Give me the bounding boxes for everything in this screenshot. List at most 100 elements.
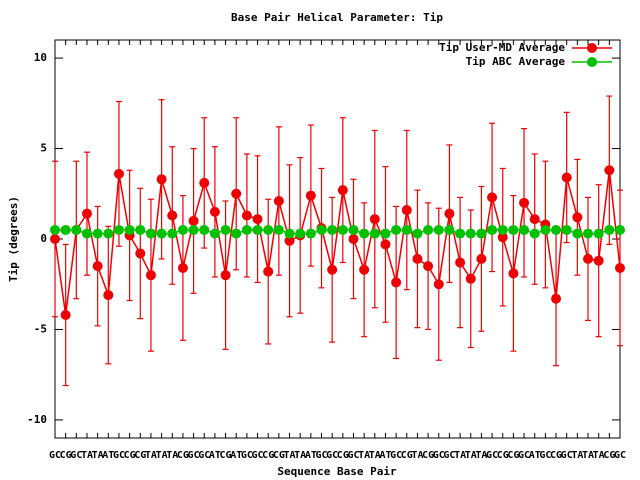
x-tick-label: TA: [582, 450, 594, 461]
data-point: [103, 228, 114, 239]
x-tick-label: CG: [262, 450, 274, 461]
x-tick-label: TA: [284, 450, 296, 461]
x-tick-label: GC: [518, 450, 530, 461]
legend-label: Tip ABC Average: [466, 55, 566, 68]
data-point: [156, 228, 167, 239]
data-point: [113, 224, 124, 235]
data-point: [540, 224, 551, 235]
data-point: [593, 228, 604, 239]
data-point: [593, 255, 604, 266]
x-tick-label: CG: [60, 450, 72, 461]
x-tick-label: CG: [220, 450, 232, 461]
x-tick-label: TA: [294, 450, 306, 461]
data-point: [337, 224, 348, 235]
data-point: [92, 228, 103, 239]
x-tick-label: GC: [70, 450, 82, 461]
data-point: [487, 224, 498, 235]
data-point: [572, 228, 583, 239]
data-point: [188, 224, 199, 235]
x-tick-label: AT: [305, 450, 317, 461]
data-point: [167, 210, 178, 221]
data-point: [604, 165, 615, 176]
data-point: [497, 232, 508, 243]
x-tick-label: AT: [102, 450, 114, 461]
x-tick-label: TA: [475, 450, 487, 461]
x-tick-label: GC: [241, 450, 253, 461]
data-point: [519, 224, 530, 235]
data-point: [369, 228, 380, 239]
data-point: [273, 196, 284, 207]
x-tick-label: TA: [166, 450, 178, 461]
x-tick-label: TA: [571, 450, 583, 461]
x-tick-label: TA: [593, 450, 605, 461]
data-point: [423, 224, 434, 235]
x-tick-label: GC: [315, 450, 327, 461]
x-tick-label: TA: [411, 450, 423, 461]
x-tick-label: TA: [358, 450, 370, 461]
data-point: [529, 214, 540, 225]
data-point: [444, 208, 455, 219]
data-point: [60, 224, 71, 235]
data-point: [231, 228, 242, 239]
data-point: [572, 212, 583, 223]
data-point: [252, 214, 263, 225]
x-tick-label: TA: [369, 450, 381, 461]
x-tick-label: TA: [92, 450, 104, 461]
data-point: [209, 206, 220, 217]
x-tick-label: AT: [379, 450, 391, 461]
data-point: [519, 197, 530, 208]
data-point: [284, 235, 295, 246]
x-tick-label: GC: [198, 450, 210, 461]
data-point: [444, 224, 455, 235]
data-point: [305, 228, 316, 239]
x-tick-label: AT: [230, 450, 242, 461]
data-point: [412, 253, 423, 264]
legend-label: Tip User-MD Average: [439, 41, 565, 54]
data-point: [412, 228, 423, 239]
x-tick-label: GC: [252, 450, 264, 461]
x-tick-label: GC: [326, 450, 338, 461]
x-tick-label: CG: [603, 450, 615, 461]
x-tick-label: GC: [433, 450, 445, 461]
x-tick-label: CG: [550, 450, 562, 461]
data-point: [561, 224, 572, 235]
x-tick-label: GC: [390, 450, 402, 461]
data-point: [199, 177, 210, 188]
data-point: [433, 224, 444, 235]
data-point: [177, 224, 188, 235]
data-point: [167, 228, 178, 239]
data-point: [263, 224, 274, 235]
data-point: [348, 234, 359, 244]
data-point: [497, 224, 508, 235]
x-tick-label: CG: [177, 450, 189, 461]
data-point: [50, 224, 60, 235]
data-point: [359, 228, 370, 239]
x-tick-label: CG: [497, 450, 509, 461]
x-tick-label: CG: [422, 450, 434, 461]
legend-marker: [587, 43, 597, 53]
y-tick-label: -5: [34, 322, 47, 335]
x-tick-label: CG: [124, 450, 136, 461]
data-point: [465, 228, 476, 239]
data-point: [433, 279, 444, 290]
x-tick-label: GC: [486, 450, 498, 461]
data-point: [145, 228, 156, 239]
data-point: [284, 228, 295, 239]
data-point: [252, 224, 263, 235]
x-tick-label: GC: [614, 450, 626, 461]
data-point: [455, 257, 466, 268]
x-tick-label: GC: [113, 450, 125, 461]
x-tick-label: TA: [465, 450, 477, 461]
data-point: [103, 290, 114, 301]
x-axis-label: Sequence Base Pair: [277, 465, 397, 478]
x-tick-label: TA: [81, 450, 93, 461]
data-point: [583, 228, 594, 239]
data-point: [113, 168, 124, 179]
x-tick-label: AT: [209, 450, 221, 461]
data-point: [316, 224, 327, 235]
data-point: [391, 224, 402, 235]
data-point: [135, 248, 146, 259]
data-point: [220, 270, 231, 281]
